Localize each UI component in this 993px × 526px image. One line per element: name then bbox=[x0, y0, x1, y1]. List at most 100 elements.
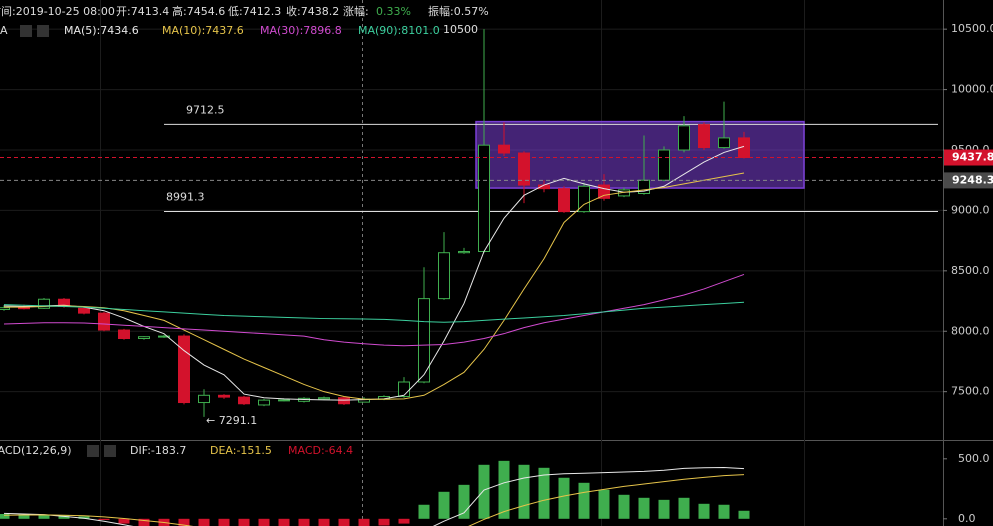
macd-bar bbox=[518, 464, 530, 519]
candle-body bbox=[0, 307, 10, 310]
macd-bar bbox=[298, 518, 310, 526]
candle-body bbox=[218, 394, 230, 398]
candle-body bbox=[578, 185, 590, 213]
candle-body bbox=[698, 124, 710, 149]
y-tick-label: 9000.0 bbox=[951, 203, 990, 216]
change-label: 涨幅: bbox=[343, 5, 369, 18]
y-tick-label: 10000.0 bbox=[951, 83, 993, 96]
macd-bar bbox=[698, 503, 710, 519]
ma-line bbox=[4, 172, 745, 400]
settings-icon[interactable] bbox=[87, 445, 99, 457]
y-tick-label: 0.0 bbox=[958, 512, 976, 525]
candle-body bbox=[478, 144, 490, 253]
macd-bar bbox=[258, 518, 270, 526]
macd-bar bbox=[0, 514, 10, 519]
candle-body bbox=[678, 125, 690, 151]
price-tag bbox=[944, 149, 993, 166]
macd-bar bbox=[138, 518, 150, 526]
open: 开:7413.4 bbox=[116, 5, 169, 18]
macd-bar bbox=[438, 491, 450, 519]
dea-line bbox=[3, 474, 745, 526]
candle-body bbox=[398, 381, 410, 397]
macd-name: MACD(12,26,9) bbox=[0, 444, 72, 457]
macd-bar bbox=[198, 518, 210, 526]
high-label: 10500 bbox=[443, 23, 478, 36]
macd-bar bbox=[238, 518, 250, 526]
macd-bar bbox=[318, 518, 330, 526]
macd-bar bbox=[178, 518, 190, 526]
ma-line bbox=[3, 301, 745, 323]
level-label: 8991.3 bbox=[166, 190, 205, 203]
close: 收:7438.2 bbox=[286, 4, 339, 18]
legend-entry: MA(5):7434.6 bbox=[64, 24, 139, 37]
amplitude: 振幅:0.57% bbox=[428, 4, 489, 18]
macd-bar bbox=[358, 518, 370, 526]
macd-bar bbox=[338, 518, 350, 526]
macd-bar bbox=[558, 477, 570, 519]
legend-entry: MA(90):8101.0 bbox=[358, 24, 440, 37]
low: 低:7412.3 bbox=[228, 5, 281, 18]
candle-body bbox=[498, 144, 510, 154]
candle-body bbox=[118, 329, 130, 339]
macd-bar bbox=[638, 497, 650, 519]
macd-bar bbox=[718, 504, 730, 519]
macd-bar bbox=[78, 516, 90, 519]
candle-body bbox=[158, 335, 170, 338]
candle-body bbox=[438, 252, 450, 300]
price-tag-label: 9248.3 bbox=[952, 173, 993, 186]
macd-bar bbox=[278, 518, 290, 526]
candle-body bbox=[318, 397, 330, 400]
candle-body bbox=[518, 152, 530, 186]
level-label: 9712.5 bbox=[186, 103, 225, 116]
y-tick-label: 8500.0 bbox=[951, 264, 990, 277]
candle-body bbox=[718, 137, 730, 149]
macd-bar bbox=[498, 460, 510, 519]
candle-body bbox=[558, 188, 570, 213]
macd-bar bbox=[58, 515, 70, 519]
y-tick-label: 10500.0 bbox=[951, 22, 993, 35]
macd-bar bbox=[658, 499, 670, 519]
candle-body bbox=[98, 312, 110, 331]
candle-body bbox=[258, 399, 270, 406]
price-tag-label: 9437.8 bbox=[952, 151, 993, 164]
macd-pane bbox=[0, 460, 750, 526]
settings-icon[interactable] bbox=[20, 25, 32, 37]
macd-bar bbox=[478, 464, 490, 519]
y-tick-label: 7500.0 bbox=[951, 385, 990, 398]
dea-label: DEA:-151.5 bbox=[210, 444, 272, 457]
price-pane: 9712.5 8991.3 10500 ← 7291.1 bbox=[0, 23, 943, 427]
macd-bar bbox=[38, 514, 50, 519]
macd-bar bbox=[218, 518, 230, 526]
high: 高:7454.6 bbox=[172, 4, 225, 18]
macd-bar bbox=[678, 497, 690, 519]
candle-body bbox=[18, 307, 30, 310]
candle-body bbox=[338, 397, 350, 405]
macd-bar bbox=[398, 518, 410, 524]
candle-body bbox=[458, 251, 470, 254]
close-icon[interactable] bbox=[104, 445, 116, 457]
macd-bar bbox=[18, 514, 30, 519]
candle-body bbox=[178, 335, 190, 404]
macd-bar bbox=[98, 518, 110, 520]
axes: 7500.08000.08500.09000.09500.010000.0105… bbox=[943, 22, 993, 525]
price-tag bbox=[944, 172, 993, 189]
macd-bar bbox=[378, 518, 390, 526]
macd-bar bbox=[538, 467, 550, 519]
low-label: ← 7291.1 bbox=[206, 414, 257, 427]
candle-body bbox=[138, 336, 150, 339]
macd-bar bbox=[618, 494, 630, 519]
close-icon[interactable] bbox=[37, 25, 49, 37]
macd-bar bbox=[738, 510, 750, 519]
header: 时间:2019-10-25 08:00 开:7413.4 高:7454.6 低:… bbox=[0, 4, 489, 457]
macd-label: MACD:-64.4 bbox=[288, 444, 353, 457]
candle-body bbox=[38, 298, 50, 309]
indicator-name: A bbox=[0, 24, 8, 37]
candle-body bbox=[598, 184, 610, 199]
dif-line bbox=[3, 466, 745, 526]
candle-body bbox=[198, 394, 210, 404]
macd-bar bbox=[578, 482, 590, 519]
macd-bar bbox=[598, 489, 610, 519]
